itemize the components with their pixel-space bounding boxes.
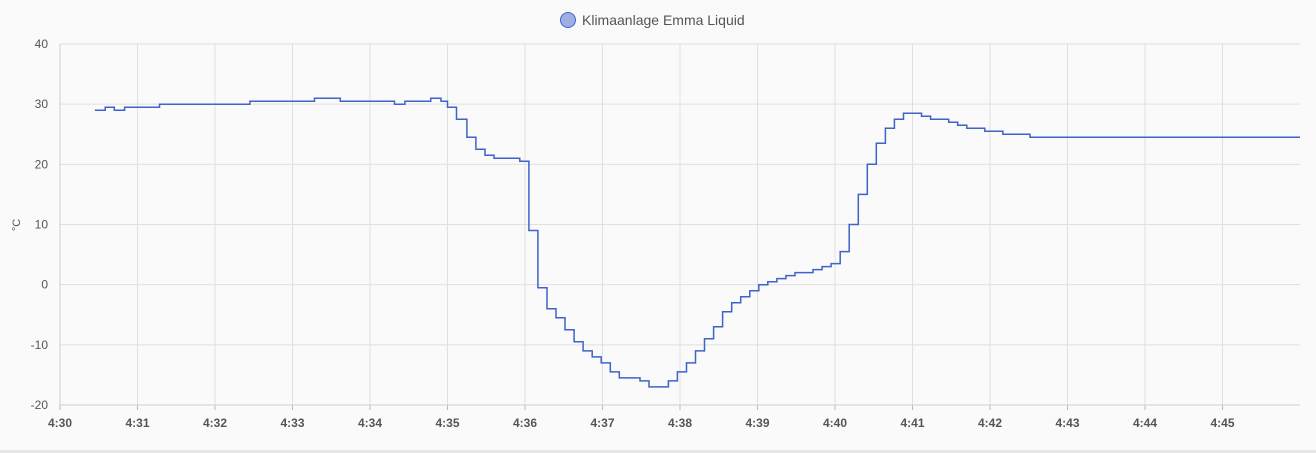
x-tick-label: 4:43 [1055, 416, 1079, 430]
x-tick-label: 4:45 [1210, 416, 1234, 430]
grid-lines [59, 43, 1300, 410]
y-axis: 40 30 20 10 0 -10 -20 [31, 37, 49, 412]
legend-label[interactable]: Klimaanlage Emma Liquid [582, 12, 745, 28]
bottom-border [0, 450, 1316, 453]
legend-marker[interactable] [560, 12, 576, 28]
x-tick-label: 4:32 [203, 416, 227, 430]
x-tick-label: 4:44 [1133, 416, 1157, 430]
x-tick-label: 4:31 [125, 416, 149, 430]
series-line-klimaanlage-emma-liquid [94, 97, 1300, 388]
x-tick-label: 4:42 [978, 416, 1002, 430]
y-tick-label: -10 [31, 338, 49, 352]
y-tick-label: 30 [35, 97, 49, 111]
x-tick-label: 4:41 [900, 416, 924, 430]
x-tick-label: 4:30 [48, 416, 72, 430]
y-tick-label: 10 [35, 218, 49, 232]
x-tick-label: 4:36 [513, 416, 537, 430]
y-tick-label: -20 [31, 398, 49, 412]
y-tick-label: 20 [35, 157, 49, 171]
x-axis: 4:30 4:31 4:32 4:33 4:34 4:35 4:36 4:37 4:38 4:39… [48, 416, 1235, 430]
y-tick-label: 0 [41, 278, 48, 292]
x-tick-label: 4:35 [435, 416, 459, 430]
x-tick-label: 4:39 [745, 416, 769, 430]
y-tick-label: 40 [35, 37, 49, 51]
x-tick-label: 4:38 [668, 416, 692, 430]
x-tick-label: 4:34 [358, 416, 382, 430]
x-tick-label: 4:33 [280, 416, 304, 430]
legend[interactable]: Klimaanlage Emma Liquid [560, 12, 745, 28]
x-tick-label: 4:40 [823, 416, 847, 430]
y-axis-label: °C [11, 219, 23, 231]
x-tick-label: 4:37 [590, 416, 614, 430]
